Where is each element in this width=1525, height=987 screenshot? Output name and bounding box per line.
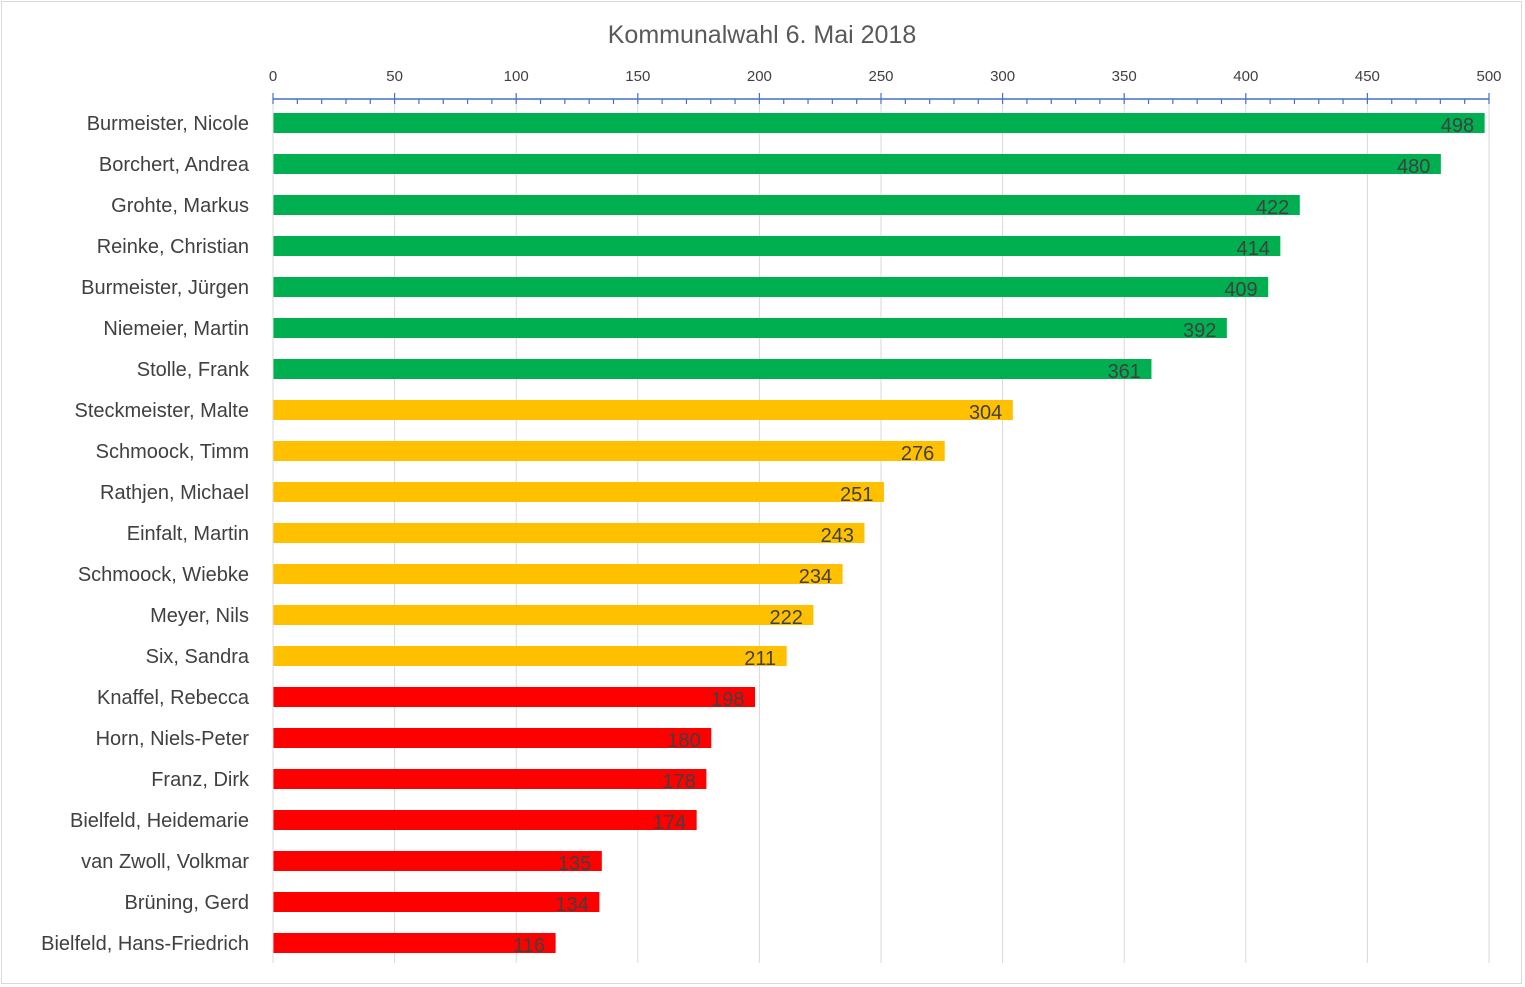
tick-label: 200 xyxy=(747,68,772,85)
tick-label: 0 xyxy=(269,68,277,85)
bar xyxy=(273,195,1300,215)
bar xyxy=(273,933,556,953)
data-label: 414 xyxy=(1236,238,1269,260)
bar xyxy=(273,441,945,461)
tick-label: 50 xyxy=(386,68,403,85)
data-label: 480 xyxy=(1397,156,1430,178)
data-label: 422 xyxy=(1256,197,1289,219)
category-label: Six, Sandra xyxy=(146,646,250,668)
bar xyxy=(273,851,602,871)
data-label: 234 xyxy=(799,566,832,588)
tick-label: 300 xyxy=(990,68,1015,85)
data-label: 174 xyxy=(653,812,686,834)
bar xyxy=(273,810,697,830)
value-labels: 498 480 422 414 409 392 361 304 276 251 243 234 222 2… xyxy=(513,115,1474,957)
tick-label: 350 xyxy=(1112,68,1137,85)
bar xyxy=(273,113,1485,133)
bar xyxy=(273,892,600,912)
bar xyxy=(273,359,1152,379)
category-label: Franz, Dirk xyxy=(151,769,250,791)
data-label: 251 xyxy=(840,484,873,506)
bar xyxy=(273,564,843,584)
bar xyxy=(273,687,756,707)
bar xyxy=(273,769,707,789)
category-label: Knaffel, Rebecca xyxy=(97,687,250,709)
data-label: 180 xyxy=(667,730,700,752)
data-label: 198 xyxy=(711,689,744,711)
bar xyxy=(273,728,712,748)
data-label: 116 xyxy=(513,935,545,957)
category-label: Bielfeld, Heidemarie xyxy=(70,810,249,832)
tick-label: 500 xyxy=(1476,68,1501,85)
category-label: Meyer, Nils xyxy=(150,605,249,627)
x-axis: 0 50 100 150 200 250 300 350 400 450 500 xyxy=(269,68,1502,104)
category-label: Burmeister, Nicole xyxy=(87,113,249,135)
data-label: 178 xyxy=(663,771,696,793)
tick-label: 450 xyxy=(1355,68,1380,85)
tick-label: 100 xyxy=(504,68,529,85)
category-label: Reinke, Christian xyxy=(97,236,249,258)
data-label: 409 xyxy=(1224,279,1257,301)
category-label: Rathjen, Michael xyxy=(100,482,249,504)
chart-title: Kommunalwahl 6. Mai 2018 xyxy=(608,21,917,49)
bar xyxy=(273,605,814,625)
data-label: 361 xyxy=(1108,361,1141,383)
category-label: Horn, Niels-Peter xyxy=(96,728,250,750)
category-label: Schmoock, Timm xyxy=(96,441,249,463)
tick-label: 150 xyxy=(625,68,650,85)
data-label: 392 xyxy=(1183,320,1216,342)
category-label: Einfalt, Martin xyxy=(127,523,249,545)
bar xyxy=(273,646,787,666)
data-label: 135 xyxy=(558,853,591,875)
bar xyxy=(273,400,1013,420)
category-label: Bielfeld, Hans-Friedrich xyxy=(41,933,249,955)
data-label: 222 xyxy=(770,607,803,629)
bar xyxy=(273,318,1227,338)
data-label: 304 xyxy=(969,402,1002,424)
data-label: 498 xyxy=(1441,115,1474,137)
bar xyxy=(273,523,865,543)
category-label: Grohte, Markus xyxy=(111,195,249,217)
tick-label: 400 xyxy=(1233,68,1258,85)
data-label: 276 xyxy=(901,443,934,465)
bars xyxy=(273,113,1485,953)
bar xyxy=(273,277,1269,297)
bar xyxy=(273,154,1441,174)
category-label: Burmeister, Jürgen xyxy=(81,277,249,299)
category-label: Brüning, Gerd xyxy=(124,892,249,914)
category-label: Stolle, Frank xyxy=(137,359,250,381)
category-label: Schmoock, Wiebke xyxy=(78,564,249,586)
bar xyxy=(273,482,884,502)
category-label: van Zwoll, Volkmar xyxy=(81,851,249,873)
category-labels: Burmeister, Nicole Borchert, Andrea Grohte… xyxy=(41,113,250,955)
category-label: Borchert, Andrea xyxy=(99,154,250,176)
tick-label: 250 xyxy=(868,68,893,85)
bar xyxy=(273,236,1281,256)
data-label: 134 xyxy=(556,894,589,916)
category-label: Niemeier, Martin xyxy=(103,318,249,340)
data-label: 211 xyxy=(744,648,776,670)
data-label: 243 xyxy=(821,525,854,547)
category-label: Steckmeister, Malte xyxy=(74,400,249,422)
